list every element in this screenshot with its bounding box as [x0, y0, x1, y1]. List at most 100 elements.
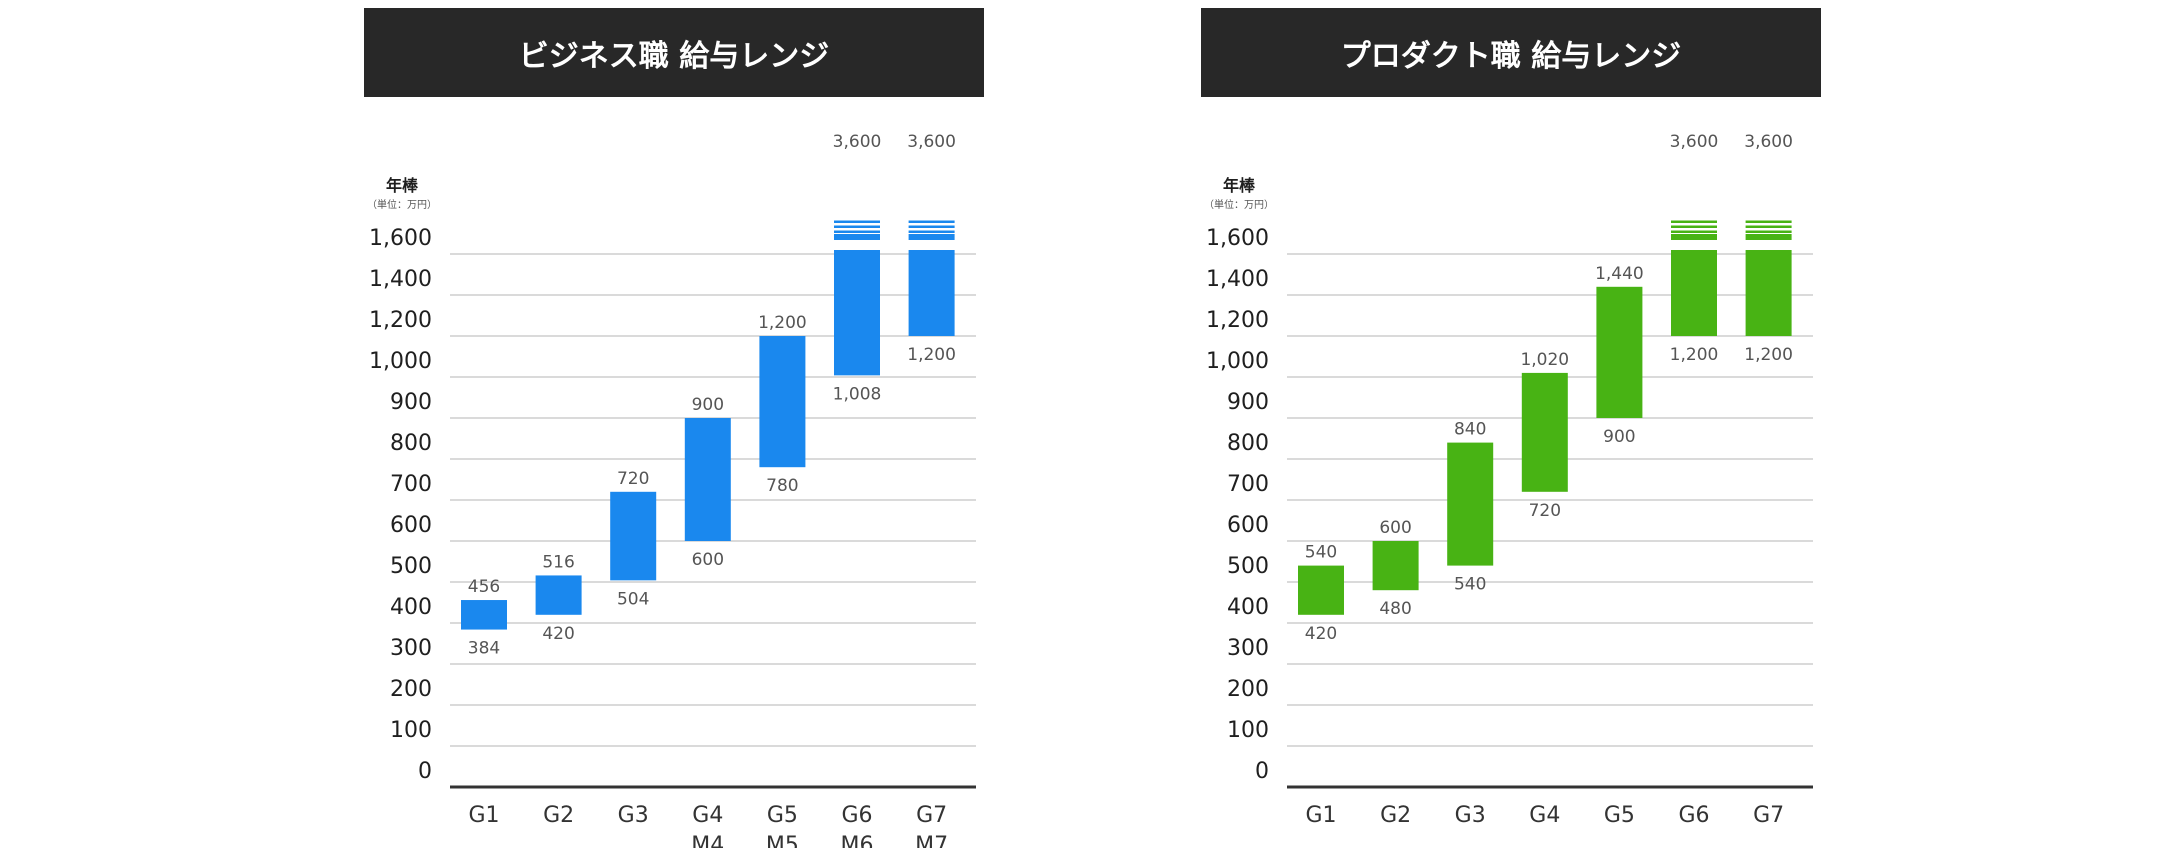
salary-range-bar [461, 600, 507, 630]
bar-break-mark [1745, 220, 1792, 223]
x-category-label: G2 [1380, 803, 1411, 828]
salary-range-bar [1372, 541, 1419, 591]
x-category-label: M7 [915, 833, 948, 848]
x-category-label: G3 [1455, 803, 1486, 828]
bar-max-label: 456 [468, 577, 500, 597]
y-axis-title: 年棒 [386, 176, 419, 195]
y-tick-label: 1,400 [369, 267, 432, 292]
x-category-label: G1 [1305, 803, 1336, 828]
y-tick-label: 600 [390, 513, 432, 538]
bar-min-label: 1,200 [1744, 345, 1793, 365]
y-tick-label: 1,400 [1206, 267, 1269, 292]
chart-plot: 年棒 （単位：万円） 0 100 200 300 400 500 600 700 800 900 1,0… [367, 132, 976, 848]
x-category-label: G1 [468, 803, 499, 828]
bar-break-mark [1671, 230, 1717, 233]
bar-break-mark [908, 225, 955, 228]
y-tick-label: 900 [1227, 390, 1269, 415]
bar-break-mark [1671, 220, 1717, 223]
bar-max-label: 3,600 [1744, 132, 1793, 152]
salary-range-bar [1596, 286, 1643, 418]
x-category-label: G4 [1529, 803, 1560, 828]
x-category-label: G2 [543, 803, 574, 828]
y-tick-label: 1,200 [1206, 308, 1269, 333]
y-tick-label: 100 [1227, 718, 1269, 743]
salary-range-bar [908, 250, 955, 336]
y-tick-label: 0 [418, 759, 432, 784]
y-axis-title: 年棒 [1223, 176, 1256, 195]
y-tick-label: 200 [1227, 677, 1269, 702]
y-tick-label: 700 [1227, 472, 1269, 497]
salary-range-bar [1447, 442, 1494, 566]
x-category-label: M6 [841, 833, 874, 848]
bar-break-mark [908, 234, 955, 240]
y-axis-unit: （単位：万円） [367, 198, 437, 211]
product-salary-chart: プロダクト職 給与レンジ 年棒 （単位：万円） 0 100 200 300 400 500 60… [1197, 0, 1917, 848]
bar-max-label: 540 [1305, 543, 1337, 563]
bar-max-label: 516 [542, 552, 574, 572]
y-tick-label: 200 [390, 677, 432, 702]
bar-max-label: 3,600 [1670, 132, 1719, 152]
x-category-label: G7 [1753, 803, 1784, 828]
y-tick-label: 900 [390, 390, 432, 415]
x-category-label: M4 [691, 833, 724, 848]
x-category-label: G6 [1678, 803, 1709, 828]
bar-max-label: 600 [1379, 518, 1411, 538]
y-tick-label: 800 [390, 431, 432, 456]
salary-range-bar [684, 418, 731, 541]
salary-range-bar [1671, 250, 1717, 336]
bar-min-label: 600 [692, 550, 724, 570]
bar-break-mark [834, 220, 880, 223]
bar-break-mark [1671, 225, 1717, 228]
y-tick-label: 600 [1227, 513, 1269, 538]
y-axis-unit: （単位：万円） [1204, 198, 1274, 211]
bar-min-label: 1,008 [833, 384, 882, 404]
y-tick-label: 800 [1227, 431, 1269, 456]
y-tick-label: 500 [1227, 554, 1269, 579]
bar-max-label: 900 [692, 395, 724, 415]
y-tick-label: 400 [390, 595, 432, 620]
bar-break-mark [1745, 225, 1792, 228]
y-tick-label: 700 [390, 472, 432, 497]
y-tick-label: 1,200 [369, 308, 432, 333]
bar-max-label: 1,440 [1595, 264, 1644, 284]
salary-range-bar [759, 336, 806, 468]
bar-min-label: 1,200 [1670, 345, 1719, 365]
salary-range-bar [1521, 372, 1568, 492]
chart-title: ビジネス職 給与レンジ [364, 8, 984, 97]
bar-min-label: 384 [468, 639, 500, 659]
y-tick-label: 1,000 [369, 349, 432, 374]
chart-title: プロダクト職 給与レンジ [1201, 8, 1821, 97]
y-tick-label: 1,000 [1206, 349, 1269, 374]
y-tick-label: 500 [390, 554, 432, 579]
bar-max-label: 720 [617, 469, 649, 489]
y-tick-label: 400 [1227, 595, 1269, 620]
y-tick-label: 100 [390, 718, 432, 743]
business-salary-chart: ビジネス職 給与レンジ 年棒 （単位：万円） 0 100 200 300 400 500 600… [360, 0, 1080, 848]
bar-min-label: 420 [1305, 624, 1337, 644]
bar-min-label: 504 [617, 589, 649, 609]
bar-break-mark [834, 230, 880, 233]
bar-break-mark [834, 234, 880, 240]
bar-max-label: 840 [1454, 420, 1486, 440]
bar-max-label: 1,020 [1520, 350, 1569, 370]
x-category-label: G5 [767, 803, 798, 828]
bar-min-label: 720 [1529, 501, 1561, 521]
salary-range-bar [834, 250, 880, 376]
bar-break-mark [1671, 234, 1717, 240]
bar-min-label: 780 [766, 476, 798, 496]
bar-break-mark [1745, 230, 1792, 233]
bar-break-mark [834, 225, 880, 228]
salary-range-bar [1745, 250, 1792, 336]
bar-min-label: 1,200 [907, 345, 956, 365]
chart-plot: 年棒 （単位：万円） 0 100 200 300 400 500 600 700 800 900 1,0… [1204, 132, 1813, 828]
y-tick-label: 300 [1227, 636, 1269, 661]
bar-max-label: 1,200 [758, 313, 807, 333]
y-tick-label: 1,600 [369, 226, 432, 251]
x-category-label: G4 [692, 803, 723, 828]
bar-min-label: 420 [542, 624, 574, 644]
bar-max-label: 3,600 [833, 132, 882, 152]
salary-range-bar [610, 491, 657, 581]
x-category-label: G7 [916, 803, 947, 828]
bar-min-label: 900 [1603, 427, 1635, 447]
x-category-label: M5 [766, 833, 799, 848]
